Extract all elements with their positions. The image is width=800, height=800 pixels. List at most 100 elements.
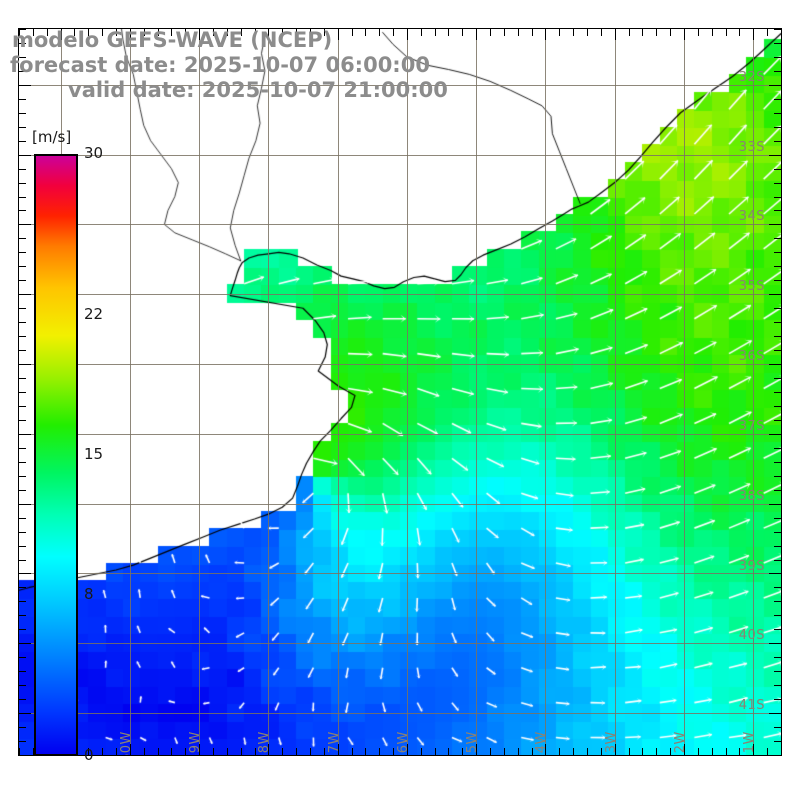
axis-tick-longitude — [504, 748, 505, 755]
axis-tick-latitude — [774, 615, 781, 616]
axis-tick-latitude — [774, 420, 781, 421]
axis-tick-longitude — [504, 29, 505, 36]
axis-tick-longitude — [573, 748, 574, 755]
axis-tick-longitude — [421, 29, 422, 36]
axis-tick-latitude — [19, 699, 26, 700]
axis-tick-latitude — [19, 99, 26, 100]
axis-tick-latitude — [19, 727, 26, 728]
axis-tick-longitude — [615, 29, 616, 40]
axis-tick-longitude — [670, 29, 671, 36]
axis-tick-latitude — [769, 504, 781, 505]
axis-tick-longitude — [171, 29, 172, 36]
axis-tick-longitude — [171, 748, 172, 755]
axis-tick-latitude — [774, 629, 781, 630]
axis-tick-latitude — [19, 238, 26, 239]
axis-tick-longitude — [462, 748, 463, 755]
axis-tick-longitude — [476, 29, 477, 40]
axis-tick-longitude — [656, 29, 657, 36]
axis-tick-latitude — [19, 490, 26, 491]
longitude-label: 53W — [603, 731, 619, 755]
axis-tick-longitude — [365, 29, 366, 36]
axis-tick-longitude — [241, 748, 242, 755]
colorbar-units-label: [m/s] — [32, 128, 72, 146]
axis-tick-longitude — [185, 29, 186, 36]
axis-tick-latitude — [774, 99, 781, 100]
latitude-label: 38S — [738, 488, 765, 504]
axis-tick-longitude — [712, 29, 713, 36]
axis-tick-latitude — [774, 462, 781, 463]
axis-tick-latitude — [19, 601, 26, 602]
axis-tick-longitude — [629, 29, 630, 36]
axis-tick-longitude — [601, 29, 602, 36]
axis-tick-latitude — [19, 364, 31, 365]
axis-tick-latitude — [19, 587, 26, 588]
axis-tick-latitude — [774, 113, 781, 114]
axis-tick-latitude — [774, 671, 781, 672]
longitude-label: 51W — [742, 731, 758, 755]
axis-tick-latitude — [774, 378, 781, 379]
axis-tick-latitude — [19, 406, 26, 407]
axis-tick-latitude — [774, 336, 781, 337]
axis-tick-latitude — [19, 141, 26, 142]
axis-tick-latitude — [19, 29, 26, 30]
axis-tick-longitude — [767, 748, 768, 755]
axis-tick-latitude — [774, 532, 781, 533]
axis-tick-latitude — [774, 546, 781, 547]
axis-tick-latitude — [774, 657, 781, 658]
axis-tick-longitude — [642, 748, 643, 755]
axis-tick-longitude — [753, 744, 754, 755]
axis-tick-latitude — [769, 643, 781, 644]
axis-tick-longitude — [559, 29, 560, 36]
axis-tick-latitude — [769, 85, 781, 86]
axis-tick-longitude — [352, 29, 353, 36]
axis-tick-latitude — [19, 643, 31, 644]
axis-tick-latitude — [19, 448, 26, 449]
axis-tick-latitude — [774, 601, 781, 602]
axis-tick-latitude — [774, 448, 781, 449]
axis-tick-latitude — [774, 266, 781, 267]
axis-tick-latitude — [19, 85, 31, 86]
axis-tick-longitude — [102, 748, 103, 755]
axis-tick-latitude — [19, 420, 26, 421]
axis-tick-latitude — [19, 280, 26, 281]
axis-tick-latitude — [19, 532, 26, 533]
axis-tick-longitude — [476, 744, 477, 755]
axis-tick-latitude — [19, 713, 31, 714]
axis-tick-latitude — [19, 266, 26, 267]
axis-tick-longitude — [324, 748, 325, 755]
axis-tick-longitude — [435, 29, 436, 36]
latitude-label: 32S — [738, 69, 765, 85]
axis-tick-longitude — [33, 748, 34, 755]
axis-tick-latitude — [774, 699, 781, 700]
axis-tick-latitude — [19, 434, 31, 435]
axis-tick-latitude — [19, 336, 26, 337]
axis-tick-latitude — [774, 560, 781, 561]
axis-tick-longitude — [365, 748, 366, 755]
axis-tick-latitude — [19, 155, 31, 156]
axis-tick-latitude — [774, 57, 781, 58]
axis-tick-latitude — [774, 141, 781, 142]
axis-tick-longitude — [296, 29, 297, 36]
latitude-label: 39S — [738, 558, 765, 574]
longitude-label: 58W — [257, 731, 273, 755]
axis-tick-longitude — [656, 748, 657, 755]
axis-tick-longitude — [282, 29, 283, 36]
axis-tick-longitude — [393, 748, 394, 755]
axis-tick-latitude — [769, 434, 781, 435]
map-plot-inner: 32S33S34S35S36S37S38S39S40S41S61W60W59W5… — [19, 29, 781, 755]
axis-tick-longitude — [532, 748, 533, 755]
axis-tick-latitude — [774, 406, 781, 407]
axis-tick-longitude — [282, 748, 283, 755]
axis-tick-latitude — [19, 197, 26, 198]
axis-tick-longitude — [545, 744, 546, 755]
axis-tick-longitude — [670, 748, 671, 755]
axis-tick-longitude — [739, 29, 740, 36]
axis-tick-latitude — [19, 615, 26, 616]
axis-tick-latitude — [19, 573, 31, 574]
axis-tick-latitude — [19, 657, 26, 658]
axis-tick-latitude — [19, 392, 26, 393]
axis-tick-longitude — [158, 29, 159, 36]
axis-tick-latitude — [769, 364, 781, 365]
longitude-label: 52W — [673, 731, 689, 755]
axis-tick-longitude — [61, 29, 62, 40]
